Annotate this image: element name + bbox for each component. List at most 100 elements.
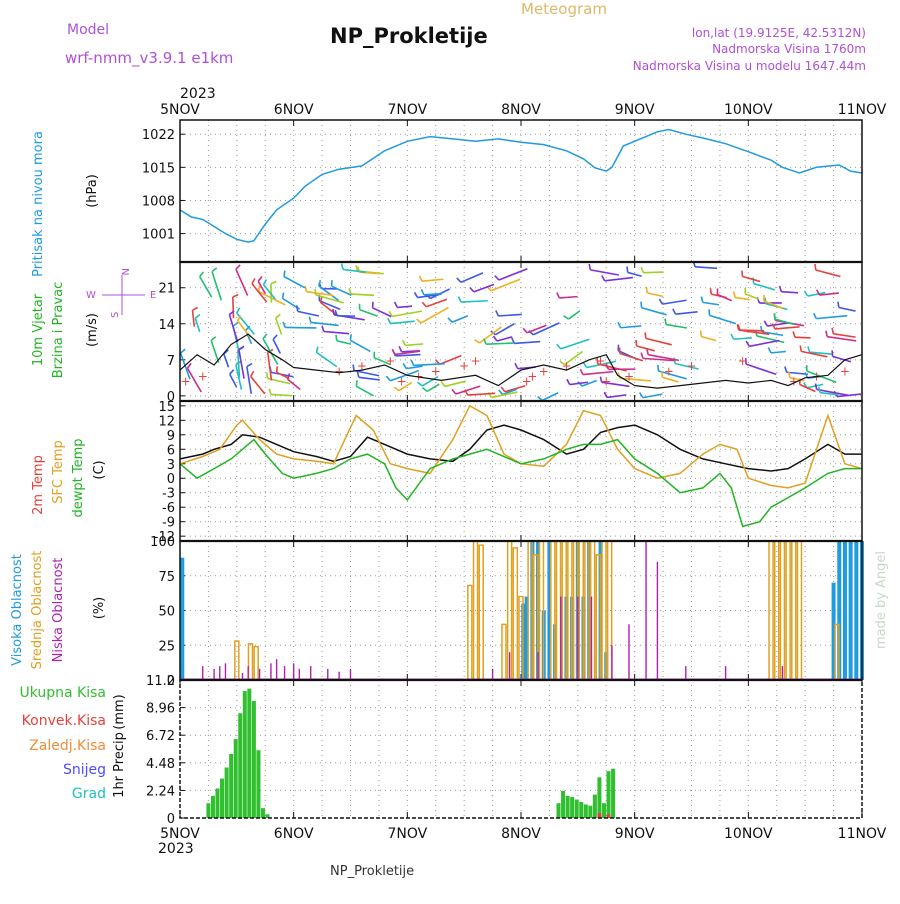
bar-mid — [835, 624, 839, 680]
wind-barb-flag — [673, 309, 676, 314]
wind-barb-flag — [417, 319, 422, 323]
wind-barb-flag — [814, 313, 817, 318]
wind-barb-flag — [233, 295, 239, 297]
y-tick-label: 25 — [158, 639, 175, 654]
y-tick-label: 6.72 — [146, 729, 175, 744]
wind-barb — [332, 286, 352, 295]
wind-barb — [561, 339, 590, 349]
wind-barb — [767, 323, 789, 326]
y-tick-label: 15 — [158, 400, 175, 415]
wind-barb — [491, 279, 520, 291]
bar-mid — [780, 541, 784, 680]
wind-barb — [268, 352, 272, 380]
wind-barb-flag — [388, 318, 391, 323]
bar-total — [602, 803, 606, 818]
wind-barb — [742, 277, 759, 282]
bar-total — [561, 791, 565, 818]
wind-barb-flag — [557, 293, 560, 298]
bar-low — [350, 669, 351, 680]
bar-low — [782, 666, 783, 680]
top-x-tick-label: 9NOV — [615, 102, 655, 118]
wind-barb — [542, 393, 558, 401]
wind-barb — [424, 294, 442, 295]
bar-total — [566, 796, 570, 818]
wind-barb — [298, 311, 319, 316]
bar-low — [537, 652, 538, 680]
wind-barb-flag — [356, 265, 358, 271]
y-tick-label: 14 — [158, 318, 175, 333]
y-tick-label: 0 — [167, 812, 175, 827]
wind-barb — [781, 292, 798, 293]
bar-low — [310, 666, 311, 680]
wind-barb-flag — [734, 292, 735, 298]
bar-total — [597, 777, 601, 818]
bottom-x-tick-label: 6NOV — [274, 826, 314, 842]
wind-gust-marker: + — [334, 364, 344, 378]
wind-gust-marker: + — [397, 375, 407, 389]
wind-barb-flag — [753, 278, 754, 284]
bar-total — [211, 796, 215, 818]
wind-barb-flag — [195, 314, 200, 318]
wind-barb-flag — [701, 297, 702, 303]
wind-barb-flag — [193, 307, 198, 310]
wind-barb-flag — [233, 323, 238, 326]
wind-barb — [499, 269, 528, 280]
bar-total — [579, 802, 583, 818]
wind-title-1: 10m Vjetar — [31, 293, 46, 366]
wind-gust-marker: + — [738, 354, 748, 368]
pressure-title: Pritisak na nivou mora — [31, 131, 46, 277]
wind-barb — [440, 356, 462, 365]
wind-barb — [735, 297, 750, 299]
wind-barb-flag — [212, 268, 217, 272]
bar-low — [591, 597, 592, 680]
bar-low — [213, 669, 214, 680]
temp-title-3: dewpt Temp — [71, 438, 86, 517]
compass-e: E — [150, 290, 156, 301]
wind-barb-flag — [604, 392, 607, 397]
bar-mid — [468, 585, 472, 680]
wind-barb — [230, 374, 237, 387]
wind-barb — [662, 300, 686, 304]
y-tick-label: 4.48 — [146, 757, 175, 772]
bar-low — [685, 666, 686, 680]
wind-barb-flag — [276, 314, 281, 318]
model-name: wrf-nmm_v3.9.1 e1km — [65, 49, 233, 68]
wind-barb — [800, 385, 816, 392]
wind-barb-flag — [386, 376, 390, 381]
wind-barb — [666, 325, 687, 328]
wind-barb — [676, 312, 698, 314]
bar-total — [607, 771, 611, 818]
wind-barb-flag — [315, 289, 316, 295]
bar-total — [593, 795, 597, 818]
top-x-tick-label: 11NOV — [838, 102, 887, 118]
pressure-unit: (hPa) — [85, 174, 100, 208]
y-tick-label: 1022 — [142, 128, 175, 143]
wind-barb — [351, 294, 374, 295]
bar-mid — [479, 545, 483, 680]
wind-barb — [647, 293, 663, 297]
wind-barb-flag — [523, 328, 527, 332]
wind-gust-marker: + — [664, 364, 674, 378]
wind-gust-marker: + — [686, 359, 696, 373]
bar-total — [584, 804, 588, 818]
wind-gust-marker: + — [198, 369, 208, 383]
wind-barb-flag — [641, 302, 642, 308]
bar-mid — [254, 647, 258, 680]
wind-barb — [426, 299, 447, 306]
wind-barb — [559, 297, 577, 298]
wind-barb — [200, 277, 212, 298]
wind-barb — [514, 342, 540, 344]
wind-barb — [212, 272, 221, 301]
wind-barb — [395, 355, 420, 356]
bar-total — [247, 689, 251, 818]
wind-barb-flag — [333, 309, 334, 315]
wind-barb-flag — [415, 292, 418, 297]
top-year-label: 2023 — [180, 86, 216, 102]
compass-rose: N W E S — [86, 268, 156, 318]
wind-barb — [324, 331, 349, 333]
y-tick-label: 50 — [158, 605, 175, 620]
chart-title: NP_Prokletije — [330, 24, 488, 48]
wind-barb-flag — [474, 340, 479, 343]
